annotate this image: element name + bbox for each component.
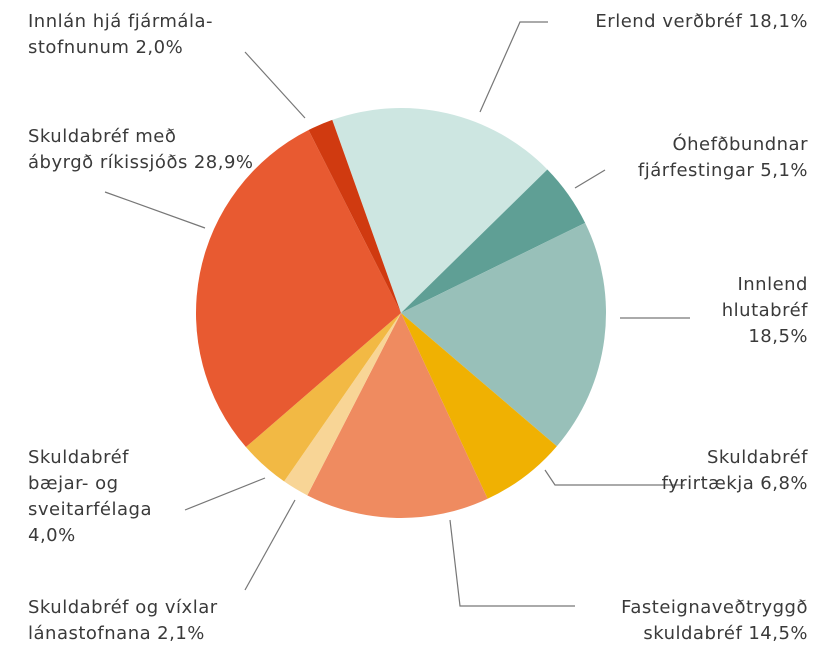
slice-label: Skuldabréf: [707, 447, 808, 468]
pie-slice: [401, 169, 586, 313]
leader-line: [244, 51, 306, 119]
category-label: fyrirtækja: [662, 473, 755, 494]
pie-slice: [308, 119, 401, 313]
value-label: 28,9%: [194, 152, 254, 173]
value-label: 2,0%: [135, 37, 183, 58]
category-label: fjárfestingar: [638, 160, 754, 181]
slice-label: lánastofnana 2,1%: [28, 623, 205, 644]
pie-slice: [245, 313, 401, 482]
leader-line: [184, 477, 266, 511]
slice-label: sveitarfélaga: [28, 499, 152, 520]
value-label: 5,1%: [760, 160, 808, 181]
slice-label: Fasteignaveðtryggð: [621, 597, 808, 618]
leader-line: [449, 519, 575, 607]
value-label: 6,8%: [760, 473, 808, 494]
leader-line: [544, 469, 685, 486]
slice-label: stofnunum 2,0%: [28, 37, 183, 58]
category-label: Innlend: [737, 274, 808, 295]
slice-label: Óhefðbundnar: [672, 133, 808, 155]
category-label: Innlán hjá fjármála-: [28, 11, 213, 32]
slice-label: Skuldabréf: [28, 447, 129, 468]
category-label: Fasteignaveðtryggð: [621, 597, 808, 618]
category-label: stofnunum: [28, 37, 129, 58]
slice-label: Innlán hjá fjármála-: [28, 11, 213, 32]
leader-line: [479, 21, 548, 113]
category-label: bæjar- og: [28, 473, 119, 494]
category-label: lánastofnana: [28, 623, 151, 644]
slice-label: Skuldabréf með: [28, 126, 176, 147]
category-label: hlutabréf: [722, 300, 808, 321]
pie-slice: [307, 313, 488, 518]
pie-slice: [401, 313, 557, 499]
pie-slice: [284, 313, 401, 496]
pie-slice: [401, 222, 607, 447]
leader-line: [574, 169, 606, 189]
category-label: skuldabréf: [643, 623, 742, 644]
value-label: 14,5%: [748, 623, 808, 644]
slice-label: hlutabréf: [722, 300, 808, 321]
value-label: 2,1%: [157, 623, 205, 644]
leader-line: [244, 499, 296, 591]
slice-label: Erlend verðbréf 18,1%: [595, 11, 808, 32]
slice-label: Skuldabréf og víxlar: [28, 597, 218, 618]
category-label: Erlend verðbréf: [595, 11, 742, 32]
category-label: Óhefðbundnar: [672, 133, 808, 155]
value-label: 4,0%: [28, 525, 76, 546]
category-label: sveitarfélaga: [28, 499, 152, 520]
slice-label: fjárfestingar 5,1%: [638, 160, 808, 181]
leader-line: [104, 191, 206, 229]
value-label: 18,5%: [748, 326, 808, 347]
slice-label: fyrirtækja 6,8%: [662, 473, 808, 494]
category-label: Skuldabréf: [28, 447, 129, 468]
category-label: ábyrgð ríkissjóðs: [28, 152, 188, 173]
category-label: Skuldabréf: [707, 447, 808, 468]
value-label: 18,1%: [748, 11, 808, 32]
slice-label: skuldabréf 14,5%: [643, 623, 808, 644]
category-label: Skuldabréf með: [28, 126, 176, 147]
slice-label: Innlend: [737, 274, 808, 295]
category-label: Skuldabréf og víxlar: [28, 597, 218, 618]
slice-label: bæjar- og: [28, 473, 119, 494]
pie-slice: [195, 130, 401, 448]
slice-label: ábyrgð ríkissjóðs 28,9%: [28, 152, 254, 173]
pie-slice: [332, 107, 548, 313]
